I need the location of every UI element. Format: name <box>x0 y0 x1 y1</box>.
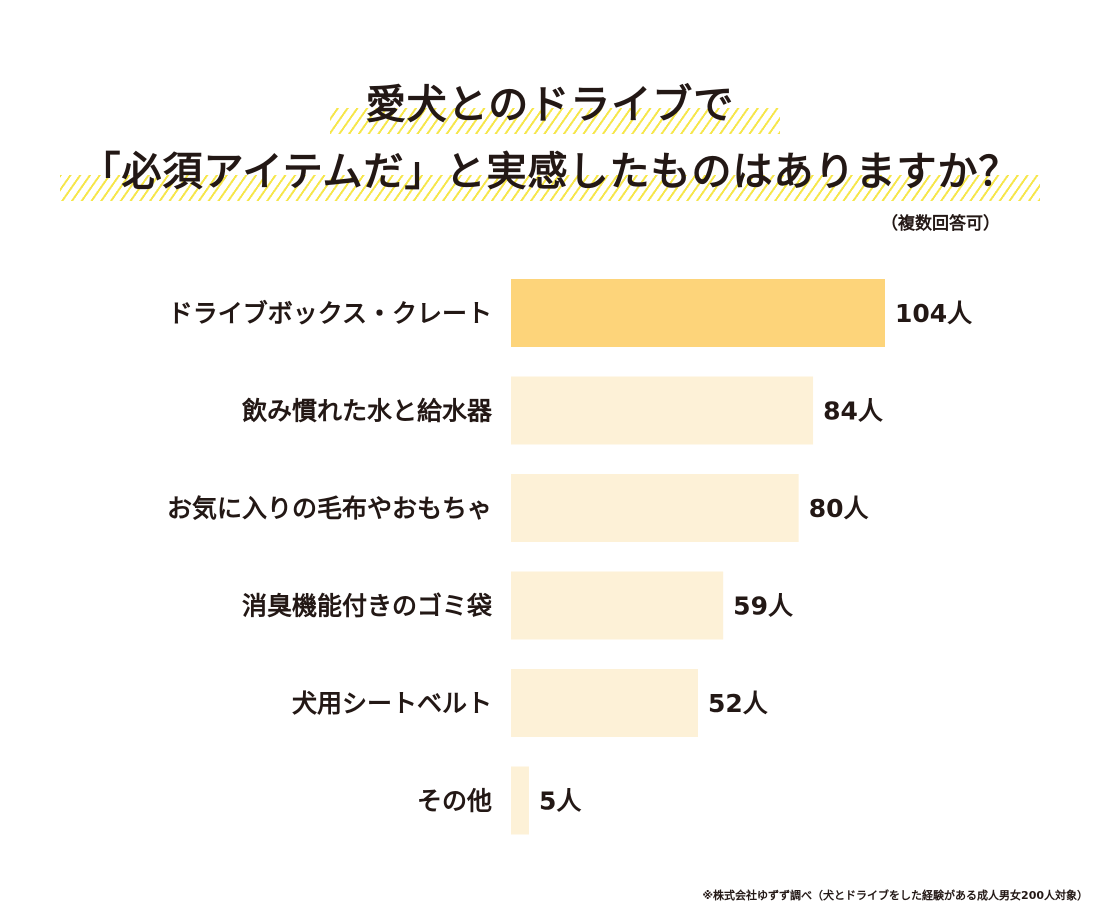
chart-title-line2-text: 「必須アイテムだ」と実感したものはありますか？ <box>80 149 1020 195</box>
category-label-6: その他 <box>417 787 492 816</box>
category-label-5: 犬用シートベルト <box>292 689 492 718</box>
bar-6 <box>511 766 529 835</box>
source-footnote: ※株式会社ゆずず調べ（犬とドライブをした経験がある成人男女200人対象） <box>702 889 1088 902</box>
bar-5 <box>511 669 698 737</box>
value-label-2: 84人 <box>823 397 883 426</box>
value-label-1: 104人 <box>895 299 972 328</box>
bar-2 <box>511 376 814 445</box>
category-label-1: ドライブボックス・クレート <box>168 299 492 328</box>
multiple-answers-note: （複数回答可） <box>881 214 1000 234</box>
category-label-3: お気に入りの毛布やおもちゃ <box>167 494 492 523</box>
bar-4 <box>511 571 724 640</box>
category-label-2: 飲み慣れた水と給水器 <box>241 397 493 426</box>
category-label-4: 消臭機能付きのゴミ袋 <box>242 592 493 621</box>
bar-1 <box>511 279 885 347</box>
chart-title-line1: 愛犬とのドライブで <box>0 80 1100 130</box>
value-label-3: 80人 <box>809 494 869 523</box>
chart-title-line1-text: 愛犬とのドライブで <box>365 82 735 128</box>
value-label-6: 5人 <box>539 787 581 816</box>
value-label-4: 59人 <box>733 592 793 621</box>
bar-3 <box>511 474 799 542</box>
title-line2-highlight <box>60 175 1040 201</box>
title-line1-highlight <box>330 108 780 134</box>
chart-title-line2: 「必須アイテムだ」と実感したものはありますか？ <box>0 147 1100 197</box>
value-label-5: 52人 <box>708 689 768 718</box>
